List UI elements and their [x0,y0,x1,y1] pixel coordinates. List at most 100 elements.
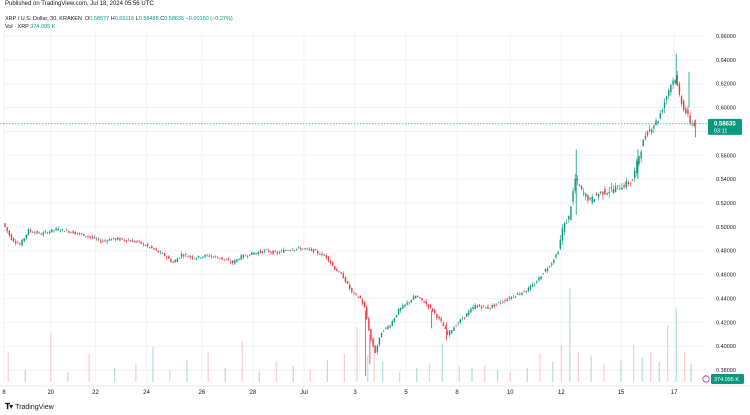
candle-body [225,259,227,261]
volume-bar [399,371,401,382]
volume-bar [458,365,460,382]
tradingview-brand[interactable]: 𝐓▾ TradingView [5,402,54,412]
candle-body [580,185,583,190]
x-tick-label: 26 [198,390,205,396]
volume-bar [484,365,486,382]
candle-body [374,345,376,353]
candle-body [678,83,681,95]
candle-body [648,129,651,132]
candle-body [529,285,532,290]
candle-body [249,254,251,256]
volume-bar [326,359,328,382]
candle-body [361,299,364,304]
candle-body [151,245,153,249]
candle-body [357,296,359,298]
candle-body [238,259,240,261]
volume-bar [658,361,660,382]
y-tick-label: 0.42000 [716,320,736,326]
candle-body [672,80,674,85]
volume-bar [24,369,26,382]
last-price-badge [708,118,742,135]
volume-last-value: 374.095 K [714,377,739,383]
candle-body [234,260,236,264]
candle-body [627,182,630,184]
candle-body [283,249,285,253]
candle-body [542,273,544,275]
candle-body [127,240,130,241]
candle-body [66,229,68,231]
candle-body [229,261,232,263]
symbol-legend: XRP / U.S. Dollar, 30, KRAKEN O0.58577 H… [5,16,233,23]
candle-body [546,268,549,271]
candle-body [408,302,410,304]
candle-body [295,248,298,250]
candle-body [246,256,249,257]
candle-body [270,251,272,253]
candle-body [25,234,28,239]
candle-body [108,239,110,241]
candle-body [591,196,593,203]
volume-bar [258,371,260,382]
candle-body [651,129,653,133]
candle-body [602,191,604,196]
candle-body [285,250,287,251]
y-tick-label: 0.44000 [716,296,736,302]
candle-body [629,182,632,184]
candle-body [487,306,489,309]
candle-body [389,326,391,328]
candle-body [355,293,357,295]
candle-body [676,75,678,86]
candle-body [49,231,51,233]
candle-body [59,230,62,232]
volume-bar [539,353,541,382]
candle-body [640,151,642,159]
candle-body [6,227,8,232]
candle-body [302,248,304,250]
candle-body [631,180,634,181]
candle-body [617,185,619,186]
candle-body [510,296,513,299]
volume-bar [496,369,499,382]
candle-body [136,240,138,243]
candle-body [15,241,17,244]
candle-body [659,113,661,119]
candle-body [185,253,187,255]
candle-body [74,231,76,235]
candle-body [502,301,504,303]
volume-bar [186,359,188,382]
volume-bar [667,324,669,382]
volume-bar [241,341,243,382]
candle-body [166,256,168,258]
candle-body [257,252,259,255]
candle-body [534,284,536,286]
candle-body [236,259,238,262]
candle-body [544,269,547,272]
candle-body [366,306,368,319]
candle-body [76,232,79,234]
candle-body [240,255,242,260]
candle-body [400,307,402,311]
candle-body [574,178,576,191]
candle-body [263,250,266,252]
candle-body [540,276,542,280]
candle-body [421,298,423,301]
candle-body [527,287,530,292]
candle-body [72,230,74,234]
volume-last-badge [711,374,744,384]
candle-body [129,240,132,242]
candle-body [517,293,519,295]
candle-body [61,229,64,230]
candle-body [227,258,230,261]
volume-legend: Vol · XRP 374.095 K [5,24,55,31]
candle-body [183,255,185,257]
candle-body [4,223,6,227]
candle-body [191,256,193,259]
x-tick-label: 24 [143,390,150,396]
candle-body [78,233,81,234]
candle-body [106,240,108,242]
candle-body [685,108,687,114]
candle-body [521,292,523,295]
volume-marker-icon [702,375,710,383]
candle-body [29,230,32,232]
